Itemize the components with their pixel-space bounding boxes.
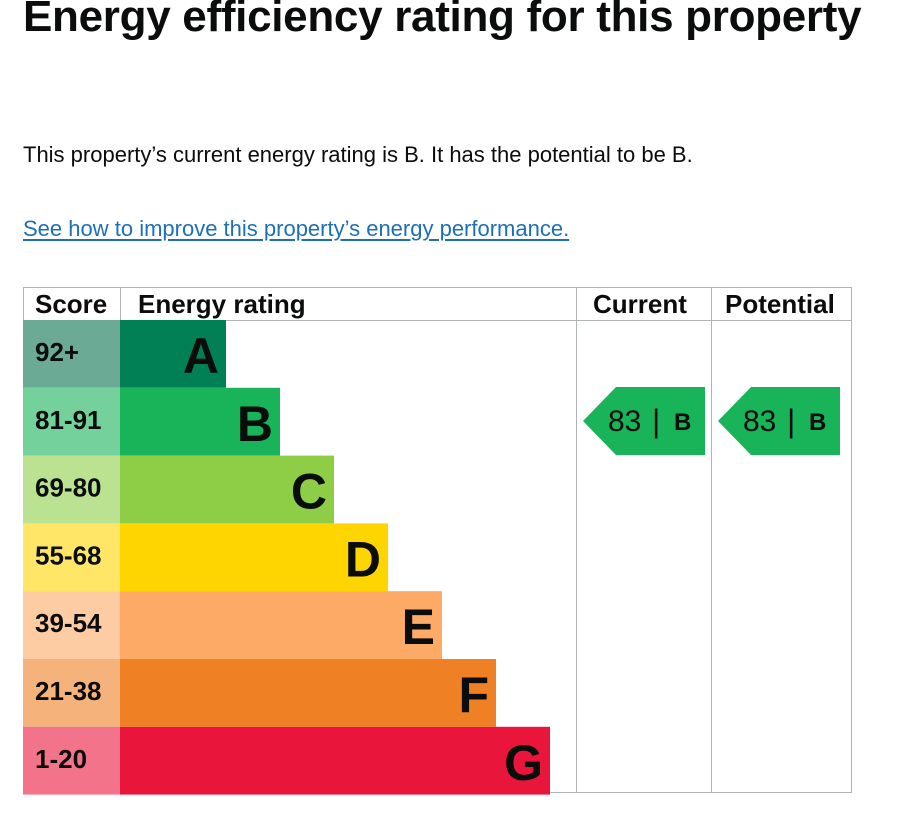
rating-letter-g: G bbox=[504, 735, 543, 791]
improve-performance-link[interactable]: See how to improve this property’s energ… bbox=[23, 216, 570, 241]
header-current: Current bbox=[593, 289, 687, 319]
score-cell-c bbox=[23, 455, 120, 524]
score-cell-g bbox=[23, 726, 120, 795]
header-energy-rating: Energy rating bbox=[138, 289, 306, 319]
score-label-a: 92+ bbox=[35, 337, 79, 367]
header-score: Score bbox=[35, 289, 107, 319]
rating-bar-a bbox=[120, 320, 226, 388]
score-cell-f bbox=[23, 659, 120, 727]
rating-bar-e bbox=[120, 591, 442, 659]
potential-band: B bbox=[809, 409, 826, 436]
score-cell-e bbox=[23, 591, 120, 659]
current-score: 83 bbox=[608, 405, 641, 438]
score-label-d: 55-68 bbox=[35, 540, 102, 570]
rating-letter-d: D bbox=[345, 531, 381, 587]
page-title: Energy efficiency rating for this proper… bbox=[23, 0, 862, 41]
rating-summary: This property’s current energy rating is… bbox=[23, 142, 693, 167]
rating-letter-a: A bbox=[183, 328, 219, 384]
current-band: B bbox=[674, 409, 691, 436]
rating-letter-b: B bbox=[237, 396, 273, 452]
score-label-e: 39-54 bbox=[35, 608, 102, 638]
score-label-f: 21-38 bbox=[35, 676, 102, 706]
rating-bar-d bbox=[120, 523, 388, 592]
current-arrow-shape bbox=[583, 387, 705, 455]
potential-separator: | bbox=[787, 403, 795, 439]
rating-letter-c: C bbox=[291, 464, 327, 520]
current-rating-arrow: 83 | B bbox=[583, 387, 705, 455]
score-label-b: 81-91 bbox=[35, 405, 102, 435]
score-cell-b bbox=[23, 387, 120, 456]
rating-bands: 92+ A 81-91 B 69-80 C 55-68 D 39-54 E 21-38 F 1-20 G bbox=[23, 320, 550, 795]
rating-letter-f: F bbox=[458, 667, 489, 723]
score-cell-d bbox=[23, 523, 120, 592]
score-label-g: 1-20 bbox=[35, 744, 87, 774]
rating-letter-e: E bbox=[402, 599, 435, 655]
potential-rating-arrow: 83 | B bbox=[718, 387, 840, 455]
score-label-c: 69-80 bbox=[35, 473, 102, 503]
rating-bar-b bbox=[120, 387, 280, 456]
header-potential: Potential bbox=[725, 289, 835, 319]
score-cell-a bbox=[23, 320, 120, 388]
potential-score: 83 bbox=[743, 405, 776, 438]
rating-bar-c bbox=[120, 455, 334, 524]
rating-bar-g bbox=[120, 726, 550, 795]
rating-bar-f bbox=[120, 659, 496, 727]
potential-arrow-shape bbox=[718, 387, 840, 455]
current-separator: | bbox=[652, 403, 660, 439]
